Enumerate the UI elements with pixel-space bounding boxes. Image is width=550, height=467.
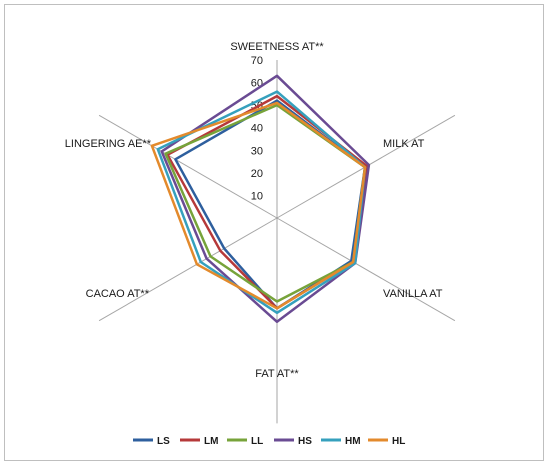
axis-label: LINGERING AE**: [65, 138, 152, 150]
series-layer: [150, 74, 371, 324]
legend-label-hm: HM: [345, 436, 361, 447]
axis-spoke: [98, 217, 278, 322]
axis-label: SWEETNESS AT**: [230, 41, 324, 53]
axis-label: MILK AT: [383, 138, 425, 150]
legend-label-ll: LL: [251, 436, 263, 447]
axis-spoke: [98, 114, 278, 219]
legend-label-hl: HL: [392, 436, 405, 447]
axis-label: VANILLA AT: [383, 288, 443, 300]
axis-label: FAT AT**: [255, 368, 299, 380]
legend-label-hs: HS: [298, 436, 312, 447]
axis-spokes: [98, 60, 456, 424]
chart-frame: [4, 4, 544, 461]
legend: LS LM LL HS HM HL: [133, 436, 405, 447]
tick-label: 70: [251, 55, 263, 67]
axis-spoke: [276, 217, 456, 322]
axis-label: CACAO AT**: [86, 288, 150, 300]
legend-label-ls: LS: [157, 436, 170, 447]
legend-label-lm: LM: [204, 436, 218, 447]
series-line-hl: [150, 101, 367, 310]
tick-label: 40: [251, 123, 263, 135]
tick-label: 10: [251, 190, 263, 202]
series-line-hs: [160, 74, 371, 324]
tick-label: 20: [251, 168, 263, 180]
tick-label: 30: [251, 145, 263, 157]
axis-labels: SWEETNESS AT** MILK AT VANILLA AT FAT AT** C…: [65, 41, 443, 380]
